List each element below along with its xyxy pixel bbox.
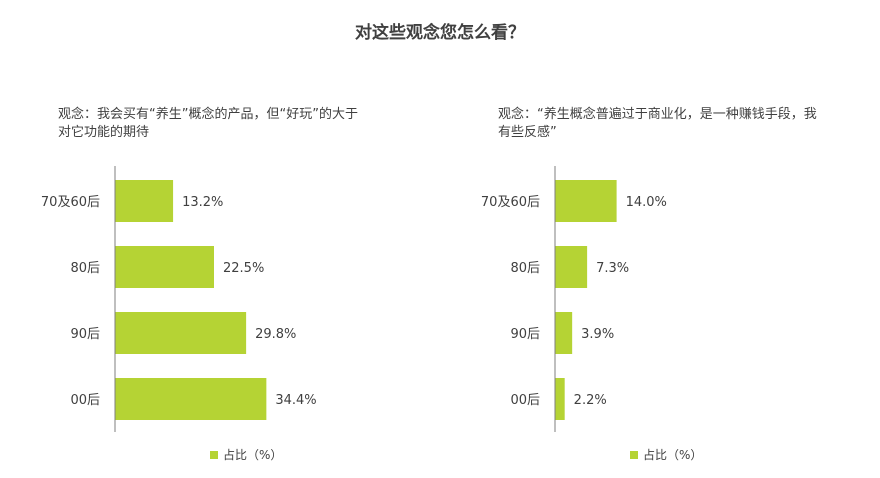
legend-label-left: 占比（%）: [223, 448, 283, 462]
bar-right-3: [555, 378, 565, 420]
chart-title-right: 观念：“养生概念普遍过于商业化，是一种赚钱手段，我有些反感”: [498, 107, 817, 140]
legend-right: 占比（%）: [630, 446, 702, 463]
value-label-right-2: 3.9%: [581, 327, 614, 342]
legend-label-right: 占比（%）: [643, 448, 703, 462]
category-label-right-2: 90后: [510, 327, 540, 342]
bar-chart-left: 70及60后 13.2% 80后 22.5% 90后 29.8% 00后 34.4%: [41, 166, 317, 432]
chart-panel-right: 观念：“养生概念普遍过于商业化，是一种赚钱手段，我有些反感” 70及60后 14.…: [440, 0, 880, 478]
category-label-left-2: 90后: [70, 327, 100, 342]
category-label-left-1: 80后: [70, 261, 100, 276]
page-title: 对这些观念您怎么看？: [355, 23, 525, 43]
value-label-right-3: 2.2%: [574, 393, 607, 408]
chart-title-left: 观念：我会买有“养生”概念的产品，但“好玩”的大于对它功能的期待: [58, 107, 358, 140]
value-label-left-2: 29.8%: [255, 327, 296, 342]
bar-left-1: [115, 246, 214, 288]
legend-swatch-right: [630, 450, 638, 459]
legend-left: 占比（%）: [210, 446, 282, 463]
chart-panel-left: 观念：我会买有“养生”概念的产品，但“好玩”的大于对它功能的期待 70及60后 1…: [41, 107, 358, 463]
value-label-left-0: 13.2%: [182, 195, 223, 210]
bar-left-0: [115, 180, 174, 222]
value-label-left-3: 34.4%: [275, 393, 316, 408]
bar-left-2: [115, 312, 247, 354]
value-label-left-1: 22.5%: [223, 261, 264, 276]
bar-chart-right: 70及60后 14.0% 80后 7.3% 90后 3.9% 00后 2.2%: [481, 166, 667, 432]
bar-right-1: [555, 246, 588, 288]
bar-right-0: [555, 180, 617, 222]
bar-right-2: [555, 312, 573, 354]
category-label-left-0: 70及60后: [41, 195, 100, 210]
legend-swatch-left: [210, 450, 218, 459]
value-label-right-0: 14.0%: [626, 195, 667, 210]
value-label-right-1: 7.3%: [596, 261, 629, 276]
category-label-right-3: 00后: [510, 393, 540, 408]
category-label-left-3: 00后: [70, 393, 100, 408]
bar-left-3: [115, 378, 267, 420]
category-label-right-0: 70及60后: [481, 195, 540, 210]
category-label-right-1: 80后: [510, 261, 540, 276]
